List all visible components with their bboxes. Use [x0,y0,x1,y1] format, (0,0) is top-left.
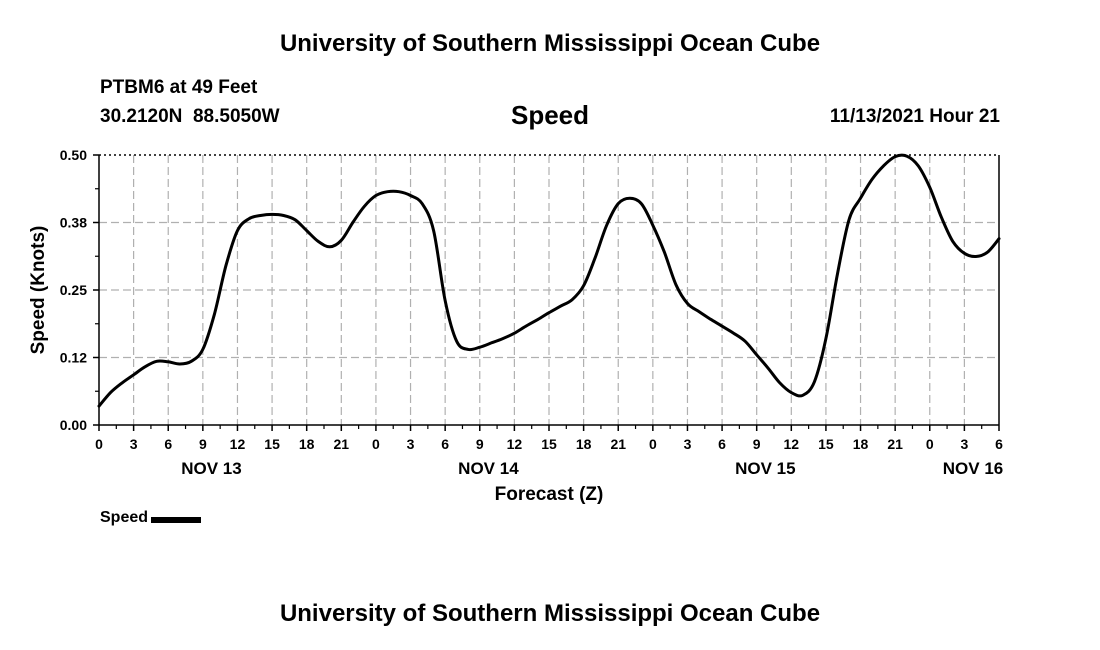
x-tick-label: 21 [887,436,903,452]
x-tick-label: 18 [576,436,592,452]
x-tick-label: 12 [230,436,246,452]
x-tick-label: 6 [995,436,1003,452]
x-tick-label: 3 [684,436,692,452]
x-tick-label: 9 [199,436,207,452]
x-tick-label: 18 [299,436,315,452]
x-tick-label: 3 [130,436,138,452]
x-tick-label: 6 [718,436,726,452]
speed-series-line [97,153,1001,408]
x-tick-label: 15 [541,436,557,452]
x-tick-label: 0 [926,436,934,452]
x-tick-label: 0 [372,436,380,452]
date-label: NOV 14 [458,459,519,478]
x-tick-label: 6 [441,436,449,452]
x-tick-label: 3 [407,436,415,452]
x-tick-label: 9 [476,436,484,452]
date-label: NOV 13 [181,459,241,478]
y-tick-label: 0.38 [60,215,87,231]
x-tick-label: 3 [960,436,968,452]
x-tick-label: 18 [853,436,869,452]
variable-label: Speed [510,100,590,130]
date-label: NOV 16 [943,459,1003,478]
x-tick-label: 12 [507,436,523,452]
x-tick-label: 6 [164,436,172,452]
coordinates-label: 30.2120N 88.5050W [100,106,280,127]
y-tick-label: 0.12 [60,350,87,366]
chart-title: University of Southern Mississippi Ocean… [279,30,821,57]
x-tick-label: 0 [649,436,657,452]
x-tick-label: 15 [264,436,280,452]
timestamp-label: 11/13/2021 Hour 21 [829,106,1000,127]
x-tick-label: 21 [334,436,350,452]
y-tick-label: 0.50 [60,147,87,163]
x-tick-label: 0 [95,436,103,452]
footer-title: University of Southern Mississippi Ocean… [279,600,821,627]
x-tick-label: 12 [784,436,800,452]
legend: Speed [100,509,202,527]
x-axis-title: Forecast (Z) [495,484,604,505]
x-tick-label: 9 [753,436,761,452]
date-label: NOV 15 [735,459,795,478]
station-label: PTBM6 at 49 Feet [100,77,258,98]
y-tick-label: 0.00 [60,417,87,433]
x-tick-label: 21 [610,436,626,452]
y-tick-label: 0.25 [60,282,87,298]
y-axis-title: Speed (Knots) [28,226,49,355]
legend-label: Speed [100,509,149,526]
legend-line-swatch [151,516,202,523]
x-tick-label: 15 [818,436,834,452]
